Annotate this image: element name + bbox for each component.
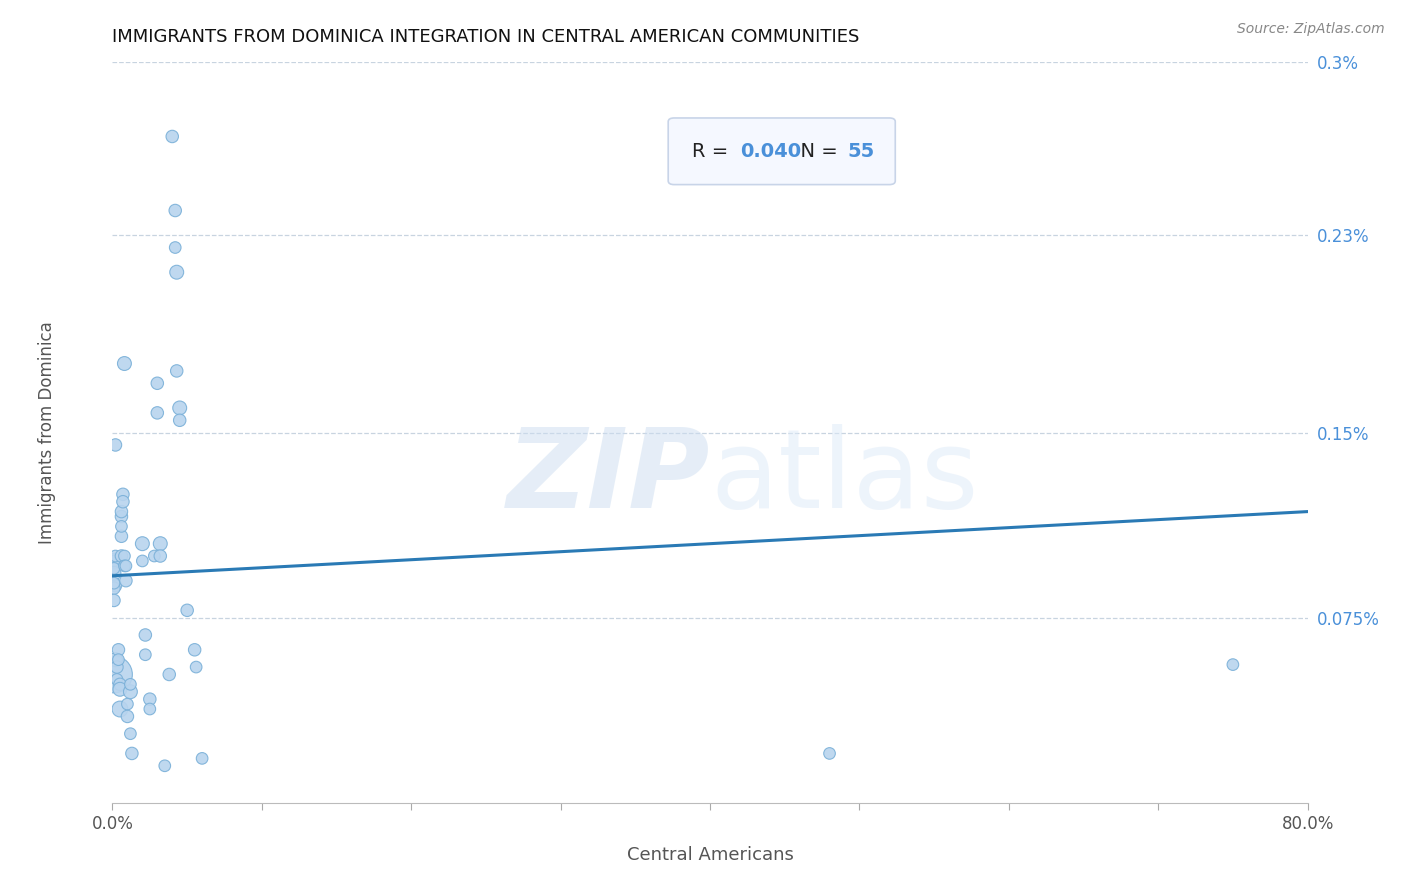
Text: R =: R = bbox=[692, 142, 734, 161]
Point bbox=[176, 603, 198, 617]
Point bbox=[166, 364, 188, 378]
Point bbox=[115, 574, 138, 588]
Point bbox=[146, 376, 169, 391]
Point bbox=[146, 406, 169, 420]
Point bbox=[191, 751, 214, 765]
Point bbox=[120, 677, 142, 691]
Point bbox=[149, 536, 172, 550]
Point bbox=[110, 549, 132, 563]
Point bbox=[104, 579, 127, 593]
Point bbox=[157, 667, 180, 681]
Point bbox=[103, 561, 125, 575]
Text: N =: N = bbox=[787, 142, 844, 161]
Point bbox=[111, 487, 134, 501]
Point bbox=[104, 653, 127, 667]
Point bbox=[105, 673, 128, 687]
Point bbox=[121, 747, 143, 761]
Point bbox=[114, 357, 135, 371]
Point bbox=[117, 709, 139, 723]
Point bbox=[166, 265, 188, 279]
Point bbox=[111, 494, 134, 508]
X-axis label: Central Americans: Central Americans bbox=[627, 847, 793, 864]
Point bbox=[183, 642, 205, 657]
Text: ZIP: ZIP bbox=[506, 424, 710, 531]
Point bbox=[131, 536, 153, 550]
Text: 0.040: 0.040 bbox=[740, 142, 801, 161]
Point bbox=[120, 727, 142, 741]
Point bbox=[1222, 657, 1244, 672]
Point bbox=[107, 653, 129, 667]
Point bbox=[134, 648, 156, 662]
Point bbox=[165, 203, 187, 218]
Point bbox=[169, 413, 191, 427]
Point bbox=[107, 642, 129, 657]
Text: Source: ZipAtlas.com: Source: ZipAtlas.com bbox=[1237, 22, 1385, 37]
Point bbox=[110, 509, 132, 524]
Text: atlas: atlas bbox=[710, 424, 979, 531]
Text: Immigrants from Dominica: Immigrants from Dominica bbox=[38, 321, 56, 544]
Point bbox=[103, 554, 125, 568]
Point bbox=[143, 549, 166, 563]
Point bbox=[103, 667, 125, 681]
Text: 55: 55 bbox=[848, 142, 875, 161]
Point bbox=[103, 581, 125, 595]
Point bbox=[139, 702, 162, 716]
Point bbox=[103, 554, 125, 568]
Point bbox=[120, 685, 142, 699]
Point bbox=[108, 677, 131, 691]
Point bbox=[104, 438, 127, 452]
Text: IMMIGRANTS FROM DOMINICA INTEGRATION IN CENTRAL AMERICAN COMMUNITIES: IMMIGRANTS FROM DOMINICA INTEGRATION IN … bbox=[112, 28, 860, 45]
Point bbox=[114, 558, 135, 573]
Point bbox=[162, 129, 183, 144]
Point bbox=[108, 682, 131, 697]
Point bbox=[110, 519, 132, 533]
Point bbox=[134, 628, 156, 642]
Point bbox=[186, 660, 208, 674]
Point bbox=[169, 401, 191, 415]
Point bbox=[114, 549, 135, 563]
Point bbox=[131, 554, 153, 568]
Point bbox=[108, 702, 131, 716]
Point bbox=[149, 549, 172, 563]
Point bbox=[105, 660, 128, 674]
Point bbox=[103, 566, 125, 581]
Point bbox=[110, 529, 132, 543]
Point bbox=[110, 505, 132, 519]
Point bbox=[117, 697, 139, 711]
Point bbox=[103, 593, 125, 607]
Point bbox=[165, 240, 187, 255]
Point bbox=[153, 758, 176, 772]
Point bbox=[139, 692, 162, 706]
Point bbox=[103, 576, 125, 591]
Point bbox=[818, 747, 841, 761]
Point bbox=[104, 549, 127, 563]
Point bbox=[115, 558, 138, 573]
FancyBboxPatch shape bbox=[668, 118, 896, 185]
